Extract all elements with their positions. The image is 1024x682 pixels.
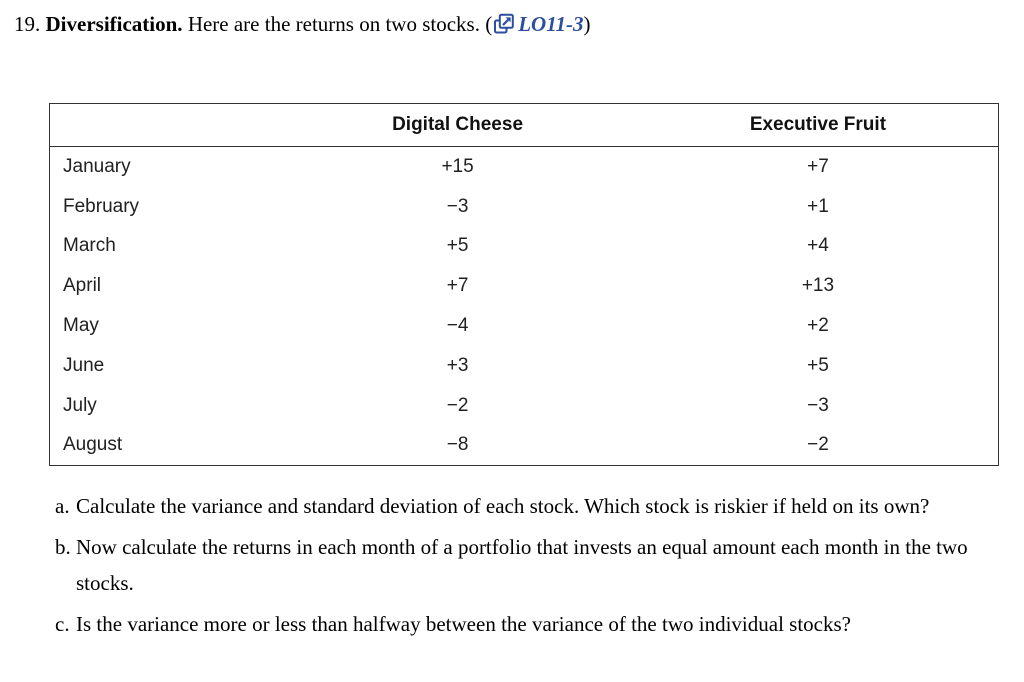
executive-fruit-cell: +1	[807, 195, 829, 217]
question-text: Calculate the variance and standard devi…	[76, 494, 930, 518]
month-cell: January	[63, 155, 131, 177]
table-row: April +7 +13	[50, 266, 999, 306]
question-text: Now calculate the returns in each month …	[76, 535, 968, 595]
problem-title: Diversification.	[45, 12, 183, 36]
executive-fruit-cell: −2	[807, 434, 829, 456]
question-label: a.	[55, 494, 70, 518]
column-header-digital-cheese: Digital Cheese	[277, 103, 638, 147]
question-c: c. Is the variance more or less than hal…	[55, 606, 1005, 642]
table-row: March +5 +4	[50, 227, 999, 267]
problem-number: 19.	[14, 12, 46, 36]
digital-cheese-cell: −3	[446, 195, 469, 217]
question-text: Is the variance more or less than halfwa…	[76, 612, 851, 636]
digital-cheese-cell: +7	[446, 275, 469, 297]
digital-cheese-cell: −8	[446, 434, 469, 456]
digital-cheese-cell: +5	[446, 235, 469, 257]
table-row: February −3 +1	[50, 187, 999, 227]
column-header-executive-fruit: Executive Fruit	[637, 103, 999, 147]
digital-cheese-cell: −2	[446, 394, 469, 416]
executive-fruit-cell: +4	[807, 235, 829, 257]
external-link-icon[interactable]	[493, 13, 515, 42]
month-cell: April	[63, 275, 102, 297]
month-cell: June	[63, 354, 105, 376]
executive-fruit-cell: +7	[807, 155, 829, 177]
problem-lead-text: Here are the returns on two stocks. (	[182, 12, 493, 36]
digital-cheese-cell: +3	[446, 354, 469, 376]
question-label: c.	[55, 612, 70, 636]
returns-table: Digital Cheese Executive Fruit January +…	[49, 103, 999, 467]
executive-fruit-cell: +2	[807, 315, 829, 337]
month-cell: August	[63, 434, 123, 456]
learning-objective-link[interactable]: LO11-3	[518, 12, 584, 36]
executive-fruit-cell: +5	[807, 354, 829, 376]
table-row: August −8 −2	[50, 426, 999, 466]
problem-heading: 19. Diversification. Here are the return…	[14, 10, 591, 42]
month-cell: July	[63, 394, 97, 416]
table-row: July −2 −3	[50, 386, 999, 426]
digital-cheese-cell: +15	[441, 155, 474, 177]
month-cell: March	[63, 235, 116, 257]
table-row: May −4 +2	[50, 306, 999, 346]
column-header-blank	[49, 103, 278, 147]
question-list: a. Calculate the variance and standard d…	[55, 488, 1005, 647]
problem-close-paren: )	[583, 12, 591, 36]
month-cell: February	[63, 195, 140, 217]
table-row: June +3 +5	[50, 346, 999, 386]
executive-fruit-cell: +13	[801, 275, 835, 297]
executive-fruit-cell: −3	[807, 394, 829, 416]
table-header-row: Digital Cheese Executive Fruit	[49, 103, 999, 147]
question-b: b. Now calculate the returns in each mon…	[55, 529, 1005, 601]
question-label: b.	[55, 535, 71, 559]
month-cell: May	[63, 315, 99, 337]
digital-cheese-cell: −4	[446, 315, 469, 337]
table-row: January +15 +7	[50, 147, 999, 187]
question-a: a. Calculate the variance and standard d…	[55, 488, 1005, 524]
